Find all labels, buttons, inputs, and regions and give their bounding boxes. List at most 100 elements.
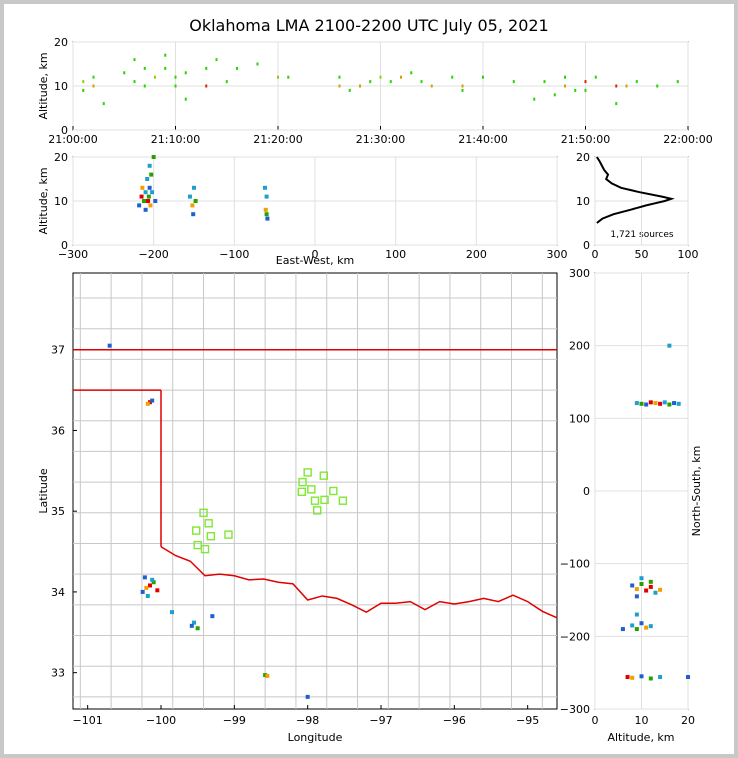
lma-station-marker	[310, 496, 320, 505]
time-source-point	[420, 80, 423, 84]
map-x-tick-label: −100	[146, 714, 176, 727]
time-x-tick-label: 21:00:00	[48, 133, 97, 146]
time-y-tick-label: 20	[54, 36, 68, 49]
ew-source-point	[264, 194, 269, 199]
ns-x-tick-label: 10	[635, 714, 649, 727]
plan-view-xlabel: Longitude	[288, 731, 343, 744]
ew-source-point	[141, 199, 146, 203]
ew-source-point	[140, 185, 145, 190]
map-source-point	[210, 614, 215, 619]
map-source-point	[195, 626, 200, 631]
ns-source-point	[644, 625, 649, 630]
time-source-point	[277, 75, 279, 79]
state-border-red-river	[160, 546, 558, 619]
time-source-point	[102, 102, 105, 106]
map-y-tick-label: 35	[51, 505, 65, 518]
ew-height-marks: −300 −200 −100 0 100 200 300 0 10 20	[54, 151, 568, 261]
map-source-point	[263, 673, 268, 678]
hist-y-tick-label: 20	[576, 151, 590, 164]
chart-title: Oklahoma LMA 2100-2200 UTC July 05, 2021	[189, 16, 549, 35]
time-source-point	[348, 88, 351, 92]
ew-source-point	[193, 199, 198, 203]
map-source-point	[150, 577, 155, 582]
time-source-point	[225, 80, 228, 84]
time-source-point	[564, 84, 566, 88]
time-source-point	[461, 88, 464, 92]
time-source-point	[338, 75, 341, 79]
ew-source-point	[143, 207, 148, 212]
map-source-point	[150, 398, 155, 403]
time-source-point	[512, 80, 515, 84]
lma-station-marker	[199, 508, 208, 517]
map-x-tick-label: −95	[516, 714, 539, 727]
ew-source-point	[150, 190, 155, 195]
ns-source-point	[644, 588, 649, 593]
lma-station-marker	[307, 485, 316, 494]
time-x-tick-label: 21:50:00	[561, 133, 610, 146]
ew-source-point	[190, 203, 195, 208]
ew-source-point	[264, 212, 269, 217]
ns-x-tick-label: 20	[681, 714, 695, 727]
hist-y-tick-label: 0	[583, 239, 590, 252]
time-source-point	[82, 80, 85, 84]
time-source-point	[359, 84, 361, 88]
histogram-marks: 0 50 100 0 10 20	[576, 151, 699, 261]
ns-source-point	[634, 612, 639, 617]
ew-x-tick-label: −200	[139, 248, 169, 261]
time-source-point	[287, 75, 290, 79]
ns-height-marks: 0 10 20 300 200 100 0 −100 −200 −300	[560, 267, 695, 727]
time-x-tick-label: 21:40:00	[458, 133, 507, 146]
map-source-point	[189, 623, 194, 628]
ew-source-point	[265, 216, 270, 221]
time-source-point	[543, 80, 546, 84]
map-source-point	[148, 583, 152, 588]
plan-view-panel: Latitude Longitude	[37, 272, 558, 744]
map-source-point	[170, 610, 174, 615]
ns-source-point	[667, 343, 672, 348]
ns-source-point	[639, 621, 644, 626]
ns-y-tick-label: 0	[583, 485, 590, 498]
time-x-tick-label: 22:00:00	[663, 133, 712, 146]
map-source-point	[144, 585, 149, 590]
ew-y-tick-label: 0	[61, 239, 68, 252]
ns-source-point	[625, 675, 630, 680]
map-source-point	[305, 694, 310, 699]
time-source-point	[133, 80, 136, 84]
time-source-point	[256, 62, 259, 66]
ew-y-tick-label: 20	[54, 151, 68, 164]
map-x-tick-label: −98	[296, 714, 319, 727]
ns-y-tick-label: −300	[560, 703, 590, 716]
ew-source-point	[262, 185, 267, 190]
ew-y-tick-label: 10	[54, 195, 68, 208]
ns-source-point	[667, 402, 672, 407]
time-source-point	[482, 75, 484, 79]
map-y-tick-label: 37	[51, 344, 65, 357]
map-x-tick-label: −96	[443, 714, 466, 727]
ew-source-point	[146, 199, 151, 203]
map-source-point	[151, 580, 156, 585]
map-y-tick-label: 36	[51, 424, 65, 437]
ew-x-tick-label: −100	[219, 248, 249, 261]
ew-source-point	[146, 194, 151, 199]
time-source-point	[430, 84, 433, 88]
lma-station-marker	[224, 530, 233, 539]
time-source-point	[205, 84, 208, 88]
ns-source-point	[658, 675, 663, 680]
ew-source-point	[149, 172, 154, 177]
map-source-point	[265, 673, 270, 678]
ns-source-point	[648, 676, 653, 681]
ns-y-tick-label: 200	[569, 340, 590, 353]
ns-y-tick-label: −200	[560, 630, 590, 643]
ns-source-point	[672, 401, 677, 406]
ns-y-tick-label: 100	[569, 412, 590, 425]
lma-station-marker	[297, 487, 306, 497]
hist-x-tick-label: 100	[678, 248, 699, 261]
ew-x-tick-label: 0	[312, 248, 319, 261]
ew-source-point	[147, 163, 152, 168]
ns-source-point	[644, 402, 649, 407]
ew-source-point	[145, 177, 150, 181]
time-source-point	[236, 66, 238, 70]
time-source-point	[184, 97, 187, 101]
ns-source-point	[639, 674, 644, 679]
